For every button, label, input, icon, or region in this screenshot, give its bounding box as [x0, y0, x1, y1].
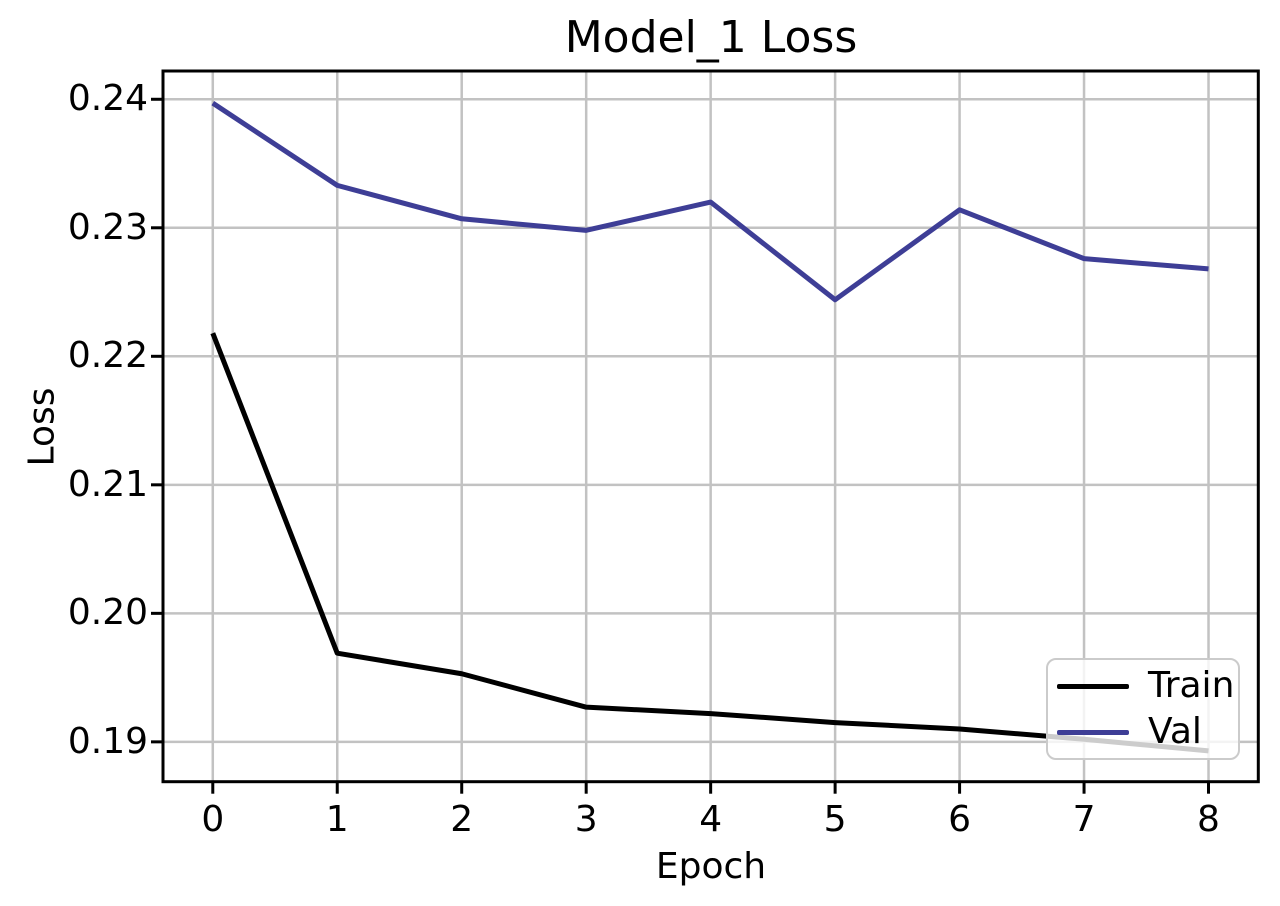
y-tick-label: 0.23	[67, 206, 148, 248]
series-line-train	[210, 332, 1209, 754]
legend: Train Val	[1046, 658, 1240, 760]
x-tick-label: 2	[450, 799, 474, 840]
y-axis-label: Loss	[21, 387, 63, 467]
legend-label-val: Val	[1148, 711, 1202, 753]
x-axis-label: Epoch	[655, 846, 767, 887]
legend-item-val: Val	[1048, 710, 1238, 754]
y-tick-label: 0.20	[67, 592, 148, 634]
chart-title: Model_1 Loss	[564, 12, 858, 63]
x-tick-label: 5	[823, 799, 847, 840]
legend-label-train: Train	[1148, 665, 1235, 707]
y-tick-label: 0.22	[67, 335, 148, 377]
x-tick-label: 7	[1072, 799, 1096, 840]
x-tick-label: 4	[699, 799, 723, 840]
x-tick-label: 0	[201, 799, 225, 840]
legend-line-sample-val	[1057, 729, 1129, 735]
x-tick-label: 3	[574, 799, 598, 840]
y-tick-label: 0.24	[67, 78, 148, 120]
x-tick-label: 1	[325, 799, 349, 840]
x-tick-label: 6	[948, 799, 972, 840]
y-tick-label: 0.19	[67, 720, 148, 762]
axes-frame	[161, 69, 1260, 784]
legend-item-train: Train	[1048, 664, 1238, 708]
legend-line-sample-train	[1057, 683, 1129, 689]
y-tick-label: 0.21	[67, 463, 148, 505]
series-line-val	[211, 101, 1209, 303]
x-tick-label: 8	[1197, 799, 1220, 840]
